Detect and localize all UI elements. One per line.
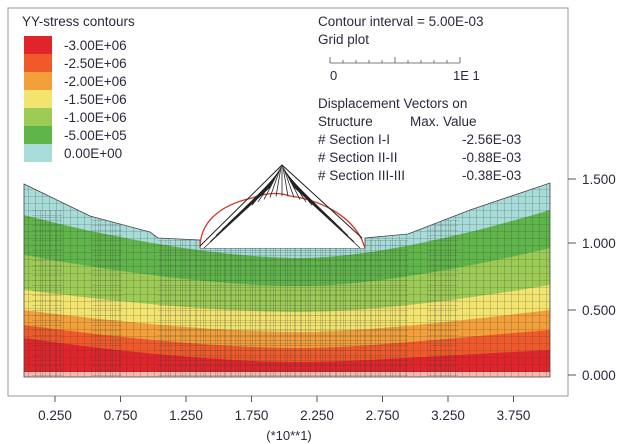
legend-label: -5.00E+05 — [64, 128, 127, 143]
y-tick-label: 1.500 — [582, 172, 616, 187]
y-tick-label: 0.500 — [582, 303, 616, 318]
arch-line — [199, 192, 366, 249]
displacement-title: Displacement Vectors on — [318, 96, 467, 111]
displacement-vector — [257, 171, 279, 203]
x-tick-label: 3.250 — [431, 408, 465, 423]
arch-opening — [200, 193, 365, 248]
legend: YY-stress contours -3.00E+06 -2.50E+06 -2.… — [22, 14, 135, 162]
legend-swatch — [24, 72, 52, 90]
legend-label: -2.00E+06 — [64, 74, 127, 89]
x-tick-label: 1.750 — [235, 408, 269, 423]
x-tick-label: 3.750 — [497, 408, 531, 423]
info-block: Contour interval = 5.00E-03 Grid plot 0 … — [318, 14, 521, 183]
x-tick-label: 0.750 — [104, 408, 138, 423]
section-name: # Section III-III — [318, 168, 405, 183]
grid-scale-bar — [329, 57, 461, 64]
displacement-vector — [269, 168, 281, 198]
mesh-dense-4 — [428, 220, 458, 377]
displacement-vector — [291, 183, 349, 236]
y-tick-label: 0.000 — [582, 368, 616, 383]
legend-swatch — [24, 90, 52, 108]
section-name: # Section II-II — [318, 150, 398, 165]
legend-label: 0.00E+00 — [64, 146, 122, 161]
vector-envelope — [199, 164, 363, 247]
displacement-vector — [263, 169, 280, 200]
section-value: -0.38E-03 — [462, 168, 521, 183]
legend-swatch — [24, 108, 52, 126]
section-value: -2.56E-03 — [462, 132, 521, 147]
section-value: -0.88E-03 — [462, 150, 521, 165]
legend-label: -1.00E+06 — [64, 110, 127, 125]
x-tick-label: 2.750 — [366, 408, 400, 423]
contour-interval-text: Contour interval = 5.00E-03 — [318, 14, 483, 29]
scale-start-label: 0 — [330, 68, 337, 83]
x-unit-label: (*10**1) — [266, 428, 312, 443]
legend-swatch — [24, 126, 52, 144]
legend-swatch — [24, 54, 52, 72]
displacement-vector — [282, 166, 289, 197]
displacement-vectors — [199, 164, 363, 249]
section-name: # Section I-I — [318, 132, 390, 147]
legend-label: -2.50E+06 — [64, 56, 127, 71]
legend-swatch — [24, 144, 52, 162]
y-tick-label: 1.000 — [582, 236, 616, 251]
x-tick-label: 0.250 — [38, 408, 72, 423]
x-axis: 0.250 0.750 1.250 1.750 2.250 2.750 3.250 3.750 — [38, 396, 530, 423]
legend-label: -3.00E+06 — [64, 38, 127, 53]
grid-plot-text: Grid plot — [318, 32, 369, 47]
legend-label: -1.50E+06 — [64, 92, 127, 107]
max-value-col-header: Max. Value — [410, 114, 477, 129]
displacement-vector — [283, 168, 295, 198]
displacement-vector — [275, 166, 282, 197]
mesh-dense-left — [32, 210, 62, 377]
mesh-dense-2 — [92, 210, 122, 377]
displacement-vector — [293, 186, 361, 249]
domain-outline — [23, 182, 551, 378]
displacement-vector — [292, 184, 355, 243]
displacement-vector — [203, 186, 271, 249]
y-axis: 1.500 1.000 0.500 0.000 — [568, 172, 616, 383]
x-tick-label: 2.250 — [300, 408, 334, 423]
structure-col-header: Structure — [318, 114, 373, 129]
scale-end-label: 1E 1 — [453, 68, 480, 83]
legend-title: YY-stress contours — [22, 14, 135, 29]
x-tick-label: 1.250 — [169, 408, 203, 423]
mesh-dense-center — [158, 240, 408, 377]
legend-swatch — [24, 36, 52, 54]
